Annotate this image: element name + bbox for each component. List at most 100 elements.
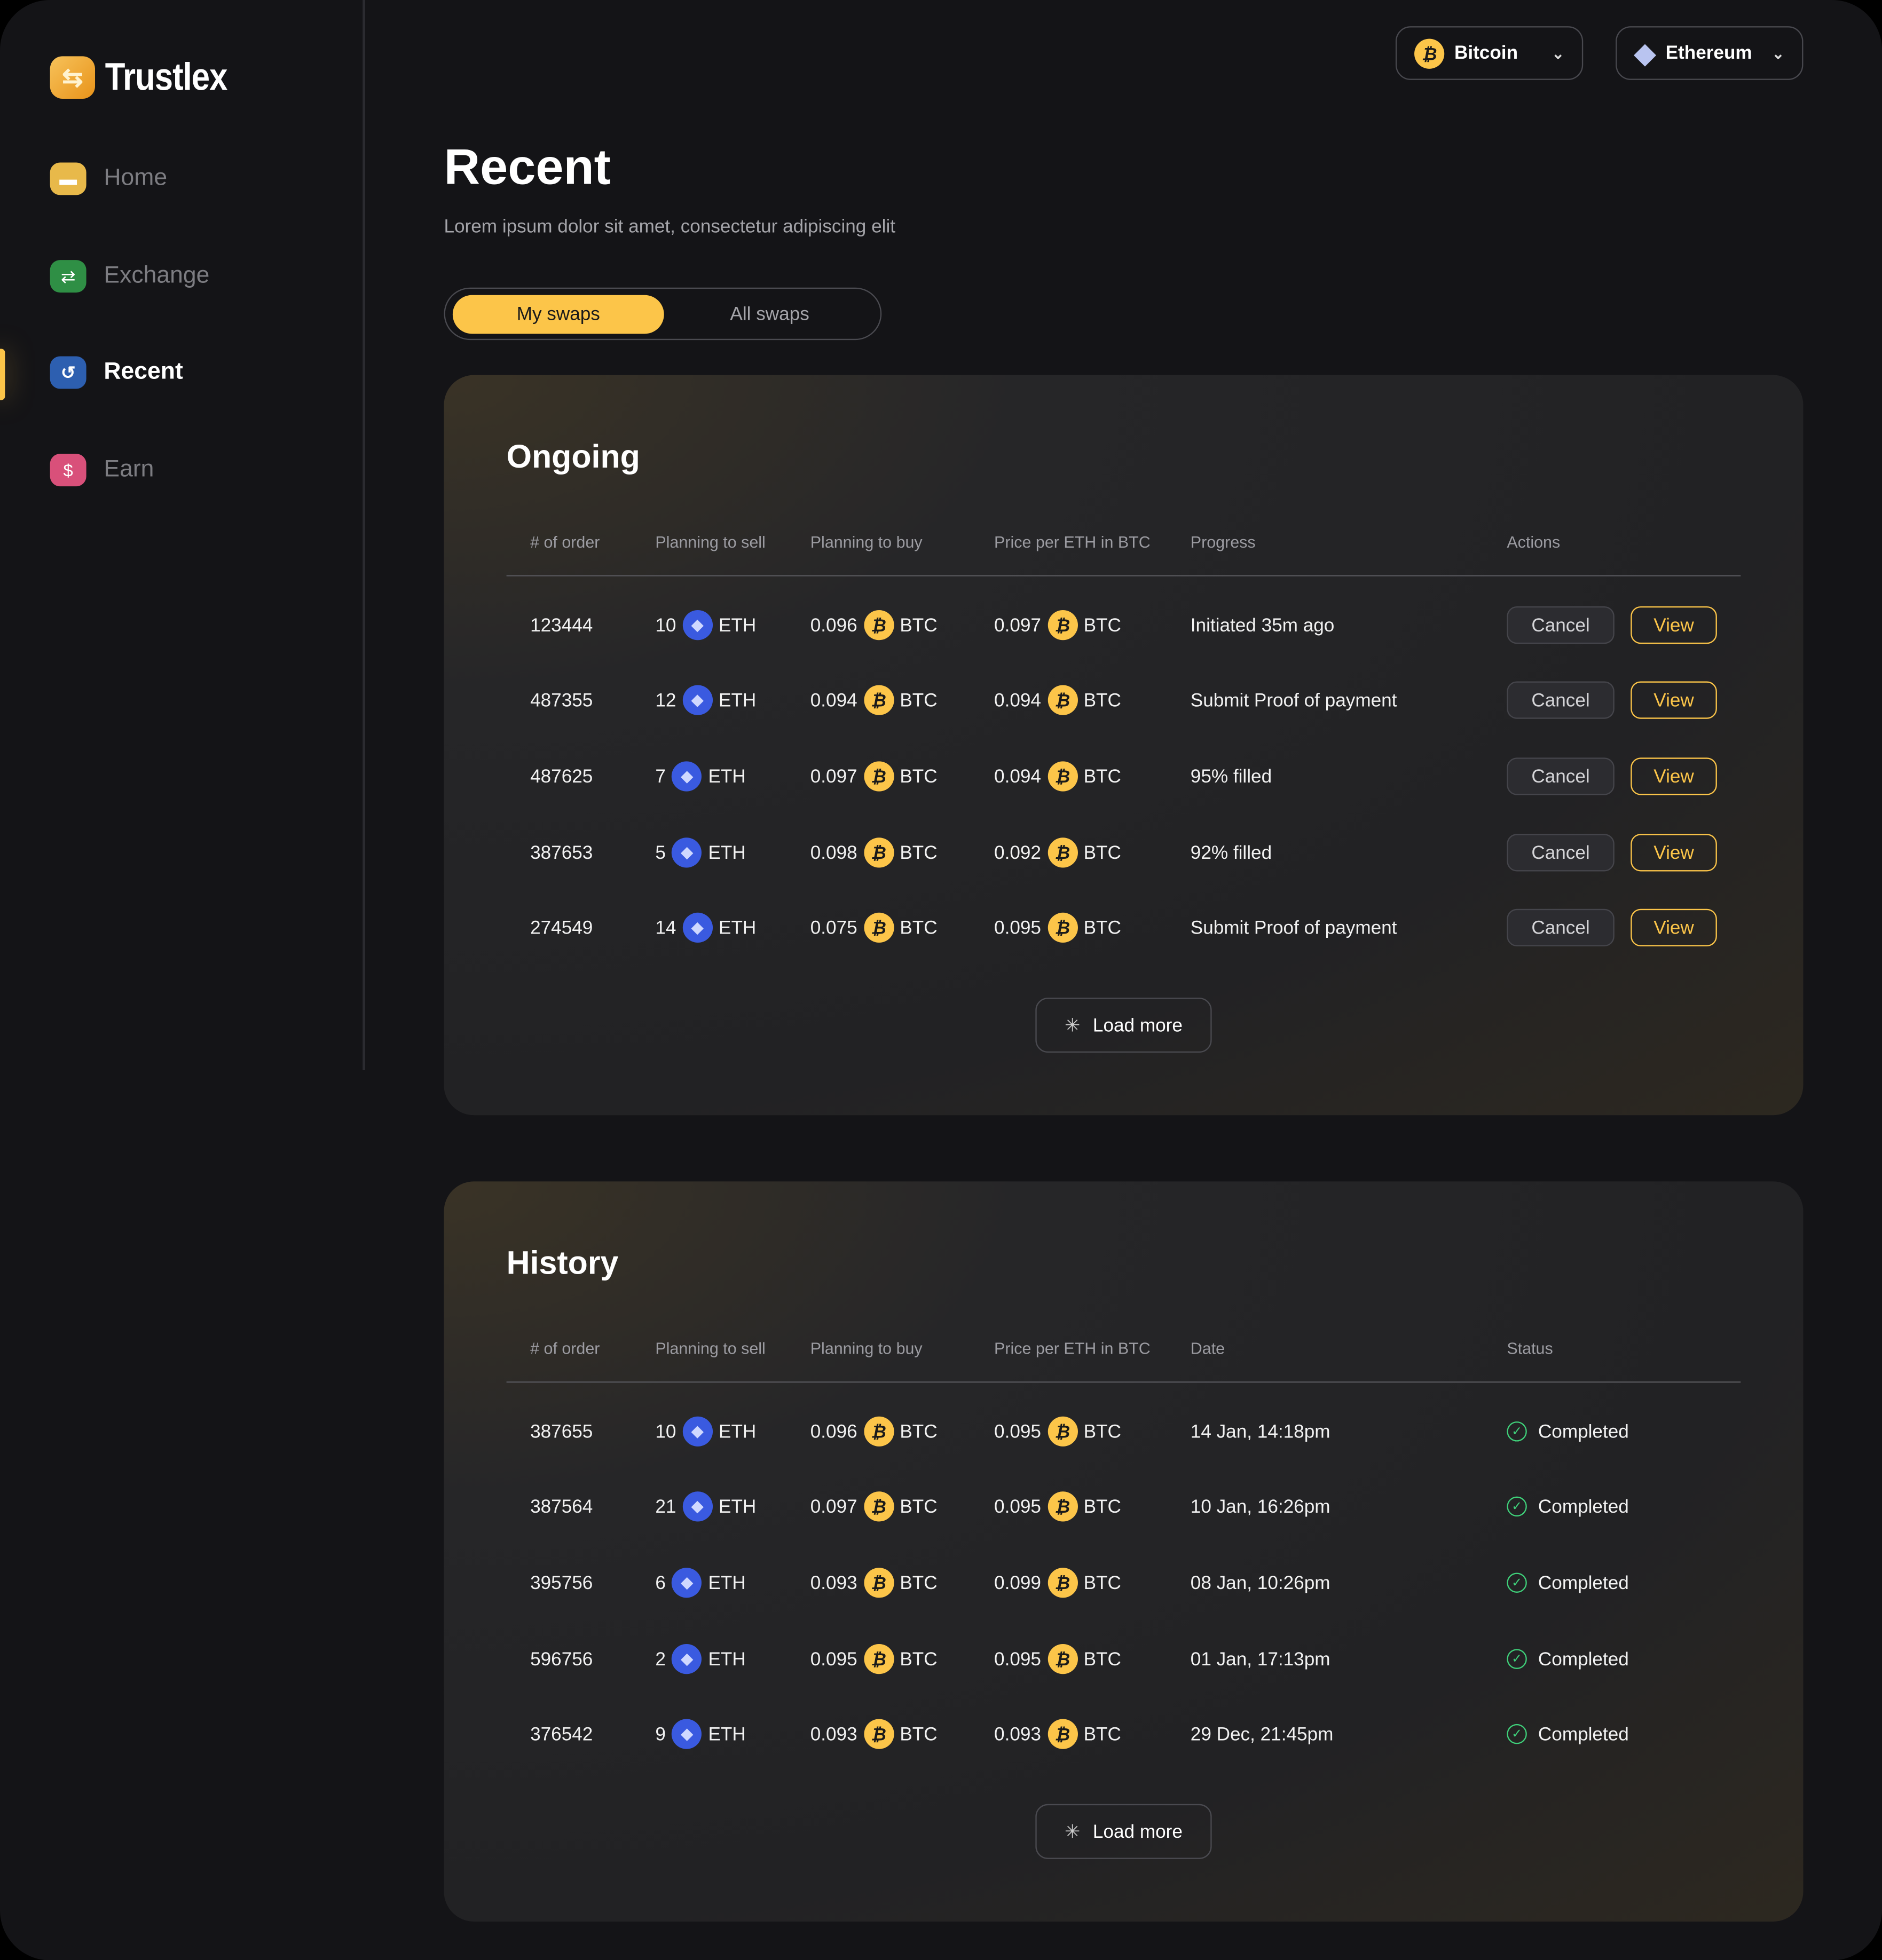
column-header: Status bbox=[1507, 1339, 1553, 1358]
dropdown-label: Ethereum bbox=[1665, 42, 1752, 64]
sidebar-item-label: Home bbox=[104, 165, 168, 192]
amount-value: 0.094 bbox=[994, 765, 1041, 787]
column-header: Planning to sell bbox=[655, 1339, 766, 1358]
bitcoin-icon: ₿ bbox=[863, 837, 894, 868]
bitcoin-icon: ₿ bbox=[1047, 685, 1077, 715]
column-header: Progress bbox=[1190, 532, 1256, 551]
logo-icon: ⇆ bbox=[50, 56, 96, 99]
history-icon: ↺ bbox=[50, 356, 86, 389]
amount-cell: 10 ◆ ETH bbox=[655, 1416, 757, 1447]
amount-value: 0.094 bbox=[810, 689, 857, 711]
exchange-icon: ⇄ bbox=[50, 260, 86, 293]
amount-cell: 0.097 ₿ BTC bbox=[810, 761, 938, 792]
amount-cell: 0.098 ₿ BTC bbox=[810, 837, 938, 868]
sidebar-item-earn[interactable]: $ Earn bbox=[50, 454, 154, 487]
column-header: Planning to buy bbox=[810, 532, 923, 551]
status-label: Completed bbox=[1538, 1572, 1629, 1594]
cancel-button[interactable]: Cancel bbox=[1507, 606, 1615, 644]
sidebar-item-label: Exchange bbox=[104, 262, 210, 289]
load-more-button[interactable]: ✳ Load more bbox=[1035, 1804, 1212, 1859]
unit-label: BTC bbox=[1083, 917, 1121, 938]
order-number: 376542 bbox=[530, 1723, 593, 1745]
amount-cell: 0.095 ₿ BTC bbox=[994, 1643, 1121, 1674]
amount-value: 0.094 bbox=[994, 689, 1041, 711]
home-icon: ▬ bbox=[50, 162, 86, 195]
cancel-button[interactable]: Cancel bbox=[1507, 908, 1615, 947]
tab-all-swaps[interactable]: All swaps bbox=[730, 304, 809, 325]
unit-label: BTC bbox=[900, 842, 938, 864]
ethereum-icon: ◆ bbox=[682, 1491, 713, 1522]
amount-value: 0.095 bbox=[810, 1648, 857, 1670]
amount-value: 12 bbox=[655, 689, 676, 711]
sidebar: ⇆ Trustlex ▬ Home ⇄ Exchange ↺ Recent $ Earn bbox=[0, 0, 365, 1070]
ethereum-icon: ◆ bbox=[672, 1568, 702, 1598]
amount-value: 14 bbox=[655, 917, 676, 938]
date-text: 29 Dec, 21:45pm bbox=[1190, 1723, 1334, 1745]
bitcoin-icon: ₿ bbox=[1047, 1643, 1077, 1674]
ethereum-icon: ◆ bbox=[682, 912, 713, 943]
unit-label: ETH bbox=[719, 1420, 757, 1442]
order-number: 387655 bbox=[530, 1420, 593, 1442]
amount-cell: 0.075 ₿ BTC bbox=[810, 912, 938, 943]
amount-value: 10 bbox=[655, 614, 676, 636]
unit-label: BTC bbox=[1083, 765, 1121, 787]
amount-value: 2 bbox=[655, 1648, 666, 1670]
unit-label: ETH bbox=[719, 1496, 757, 1518]
page-title: Recent bbox=[444, 140, 611, 195]
tab-my-swaps[interactable]: My swaps bbox=[452, 295, 664, 334]
active-indicator bbox=[0, 349, 5, 400]
view-button[interactable]: View bbox=[1631, 681, 1717, 719]
view-button[interactable]: View bbox=[1631, 757, 1717, 795]
bitcoin-icon: ₿ bbox=[863, 761, 894, 792]
chevron-down-icon: ⌄ bbox=[1771, 44, 1785, 62]
bitcoin-icon: ₿ bbox=[863, 1491, 894, 1522]
unit-label: ETH bbox=[708, 1572, 746, 1594]
amount-cell: 10 ◆ ETH bbox=[655, 610, 757, 641]
bitcoin-dropdown[interactable]: ₿ Bitcoin ⌄ bbox=[1395, 26, 1584, 80]
unit-label: BTC bbox=[900, 917, 938, 938]
ethereum-icon: ◆ bbox=[672, 837, 702, 868]
logo[interactable]: ⇆ Trustlex bbox=[50, 55, 249, 100]
amount-value: 5 bbox=[655, 842, 666, 864]
cancel-button[interactable]: Cancel bbox=[1507, 834, 1615, 872]
view-button[interactable]: View bbox=[1631, 834, 1717, 872]
sidebar-item-exchange[interactable]: ⇄ Exchange bbox=[50, 260, 210, 293]
unit-label: BTC bbox=[1083, 1420, 1121, 1442]
ethereum-icon: ◆ bbox=[682, 610, 713, 641]
amount-cell: 0.093 ₿ BTC bbox=[994, 1719, 1121, 1749]
load-more-button[interactable]: ✳ Load more bbox=[1035, 998, 1212, 1053]
column-header: # of order bbox=[530, 1339, 600, 1358]
view-button[interactable]: View bbox=[1631, 606, 1717, 644]
section-title: Ongoing bbox=[506, 437, 640, 476]
amount-cell: 0.096 ₿ BTC bbox=[810, 1416, 938, 1447]
bitcoin-icon: ₿ bbox=[863, 1643, 894, 1674]
amount-value: 0.099 bbox=[994, 1572, 1041, 1594]
page-subtitle: Lorem ipsum dolor sit amet, consectetur … bbox=[444, 216, 896, 238]
column-header: Actions bbox=[1507, 532, 1561, 551]
amount-cell: 0.097 ₿ BTC bbox=[810, 1491, 938, 1522]
ethereum-icon: ◆ bbox=[682, 685, 713, 715]
status-label: Completed bbox=[1538, 1648, 1629, 1670]
amount-cell: 6 ◆ ETH bbox=[655, 1568, 746, 1598]
unit-label: BTC bbox=[900, 765, 938, 787]
load-more-label: Load more bbox=[1092, 1821, 1183, 1843]
amount-cell: 21 ◆ ETH bbox=[655, 1491, 757, 1522]
unit-label: ETH bbox=[719, 689, 757, 711]
view-button[interactable]: View bbox=[1631, 908, 1717, 947]
sidebar-item-recent[interactable]: ↺ Recent bbox=[50, 356, 183, 389]
amount-cell: 0.095 ₿ BTC bbox=[994, 1491, 1121, 1522]
amount-cell: 0.095 ₿ BTC bbox=[810, 1643, 938, 1674]
unit-label: BTC bbox=[900, 614, 938, 636]
cancel-button[interactable]: Cancel bbox=[1507, 757, 1615, 795]
cancel-button[interactable]: Cancel bbox=[1507, 681, 1615, 719]
check-circle-icon: ✓ bbox=[1507, 1421, 1527, 1442]
unit-label: ETH bbox=[719, 917, 757, 938]
sidebar-item-home[interactable]: ▬ Home bbox=[50, 162, 167, 195]
order-number: 487355 bbox=[530, 689, 593, 711]
ethereum-icon: ◆ bbox=[672, 1643, 702, 1674]
amount-value: 21 bbox=[655, 1496, 676, 1518]
ethereum-dropdown[interactable]: ◆ Ethereum ⌄ bbox=[1616, 26, 1804, 80]
unit-label: ETH bbox=[719, 614, 757, 636]
status-badge: ✓ Completed bbox=[1507, 1491, 1629, 1521]
check-circle-icon: ✓ bbox=[1507, 1496, 1527, 1517]
